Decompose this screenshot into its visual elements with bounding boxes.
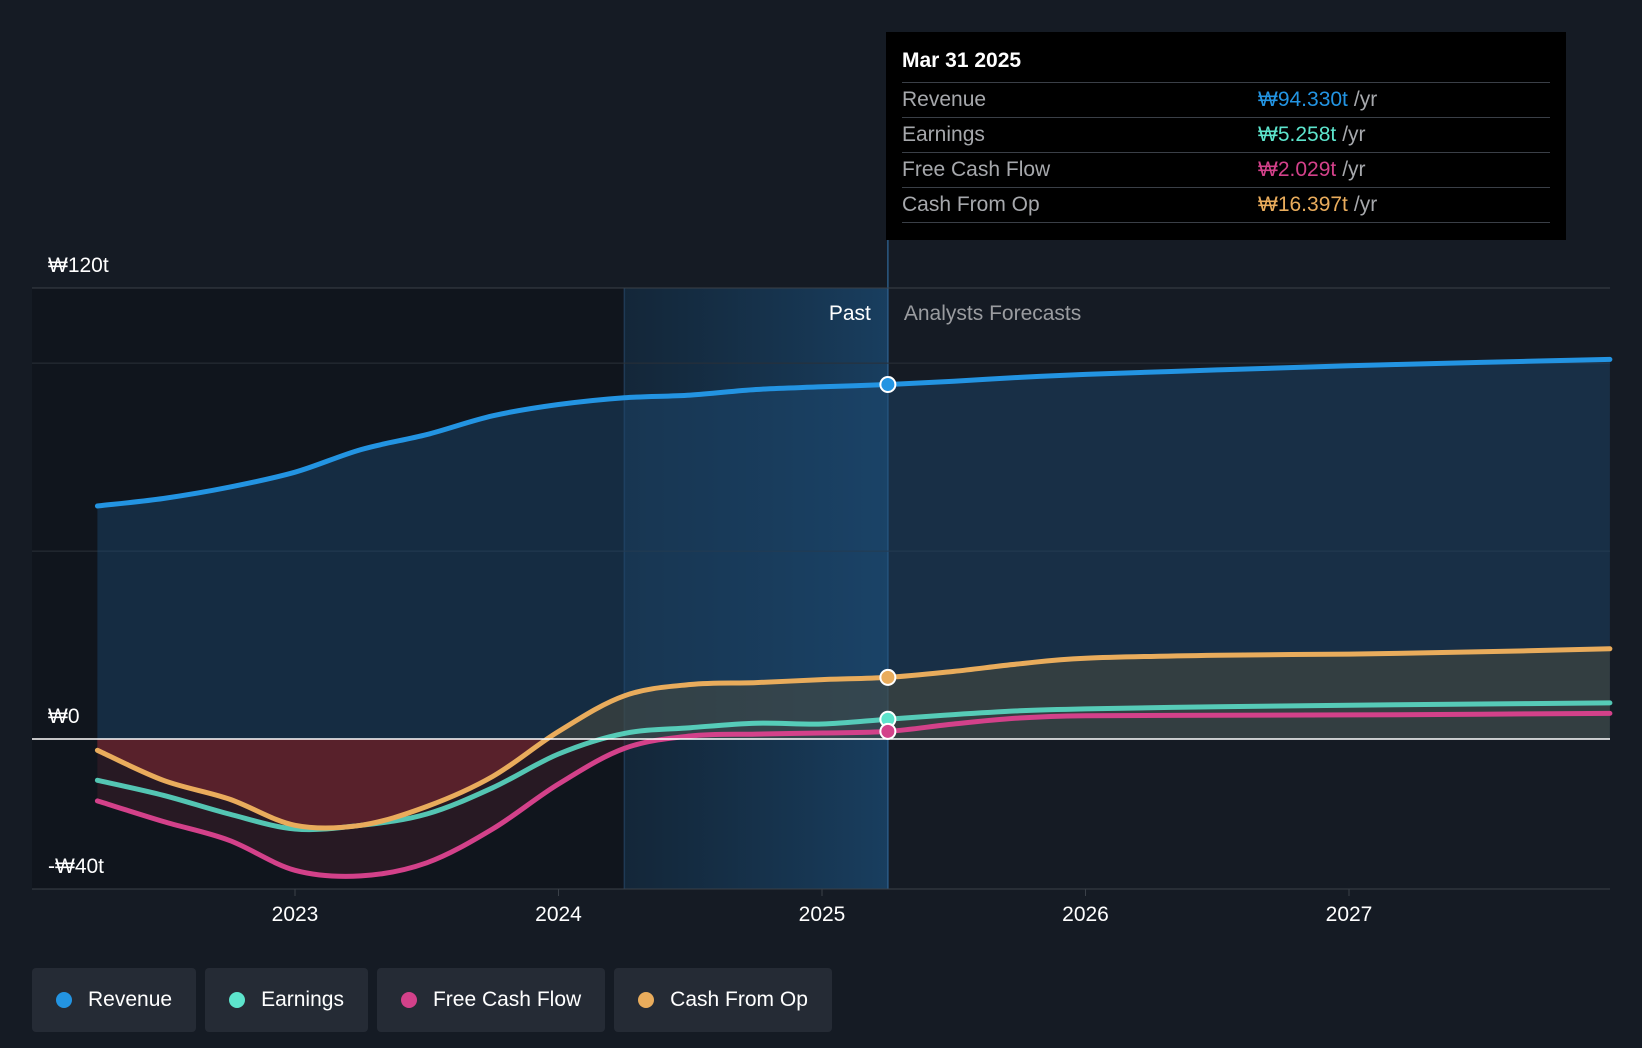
legend-dot-icon (229, 992, 246, 1008)
tooltip-unit: /yr (1353, 88, 1378, 111)
tooltip-unit: /yr (1353, 193, 1378, 216)
revenue-line (94, 356, 1613, 509)
revenue-marker (879, 375, 897, 393)
legend-label: Cash From Op (670, 988, 808, 1011)
tooltip-label: Earnings (902, 123, 985, 146)
free-cash-flow-line (94, 710, 1613, 879)
tooltip-label: Free Cash Flow (902, 158, 1051, 181)
y-tick-label: -₩40t (48, 855, 104, 878)
tooltip-value: ₩94.330t (1258, 88, 1348, 111)
tooltip-value: ₩5.258t (1258, 123, 1337, 146)
tooltip-value: ₩16.397t (1258, 193, 1348, 216)
tooltip: Mar 31 2025 Revenue ₩94.330t /yr Earning… (886, 32, 1566, 240)
legend-label: Earnings (261, 988, 344, 1011)
free-cash-flow-negative-area (97, 739, 1610, 877)
cash-from-op-marker (879, 668, 897, 686)
tooltip-unit: /yr (1342, 123, 1366, 146)
free-cash-flow-marker (879, 722, 897, 740)
x-tick-label: 2025 (799, 903, 846, 926)
legend-label: Free Cash Flow (432, 988, 582, 1011)
tooltip-row-cash-from-op: Cash From Op ₩16.397t /yr (902, 188, 1550, 223)
forecast-label: Analysts Forecasts (904, 302, 1081, 325)
y-tick-label: ₩0 (48, 705, 80, 728)
x-tick-label: 2023 (272, 903, 319, 926)
legend-item-revenue[interactable]: Revenue (32, 968, 197, 1032)
tooltip-row-revenue: Revenue ₩94.330t /yr (902, 83, 1550, 118)
legend-label: Revenue (88, 988, 173, 1011)
y-tick-label: ₩120t (48, 254, 109, 277)
tooltip-row-earnings: Earnings ₩5.258t /yr (902, 118, 1550, 153)
tooltip-row-free-cash-flow: Free Cash Flow ₩2.029t /yr (902, 153, 1550, 188)
legend-dot-icon (56, 992, 72, 1008)
tooltip-label: Cash From Op (902, 193, 1040, 216)
tooltip-unit: /yr (1342, 158, 1366, 181)
legend-dot-icon (400, 992, 417, 1008)
x-tick-label: 2027 (1326, 903, 1373, 926)
tooltip-value: ₩2.029t (1258, 158, 1337, 181)
revenue-area (97, 359, 1610, 739)
tooltip-label: Revenue (902, 88, 987, 111)
cash-from-op-line (94, 646, 1613, 831)
legend: Revenue Earnings Free Cash Flow Cash Fro… (32, 968, 832, 1032)
past-label: Past (829, 302, 871, 325)
tooltip-date: Mar 31 2025 (902, 46, 1550, 83)
legend-item-free-cash-flow[interactable]: Free Cash Flow (376, 968, 606, 1032)
x-tick-label: 2026 (1062, 903, 1109, 926)
legend-item-earnings[interactable]: Earnings (205, 968, 368, 1032)
x-tick-label: 2024 (535, 903, 582, 926)
legend-item-cash-from-op[interactable]: Cash From Op (614, 968, 832, 1032)
legend-dot-icon (638, 992, 655, 1008)
